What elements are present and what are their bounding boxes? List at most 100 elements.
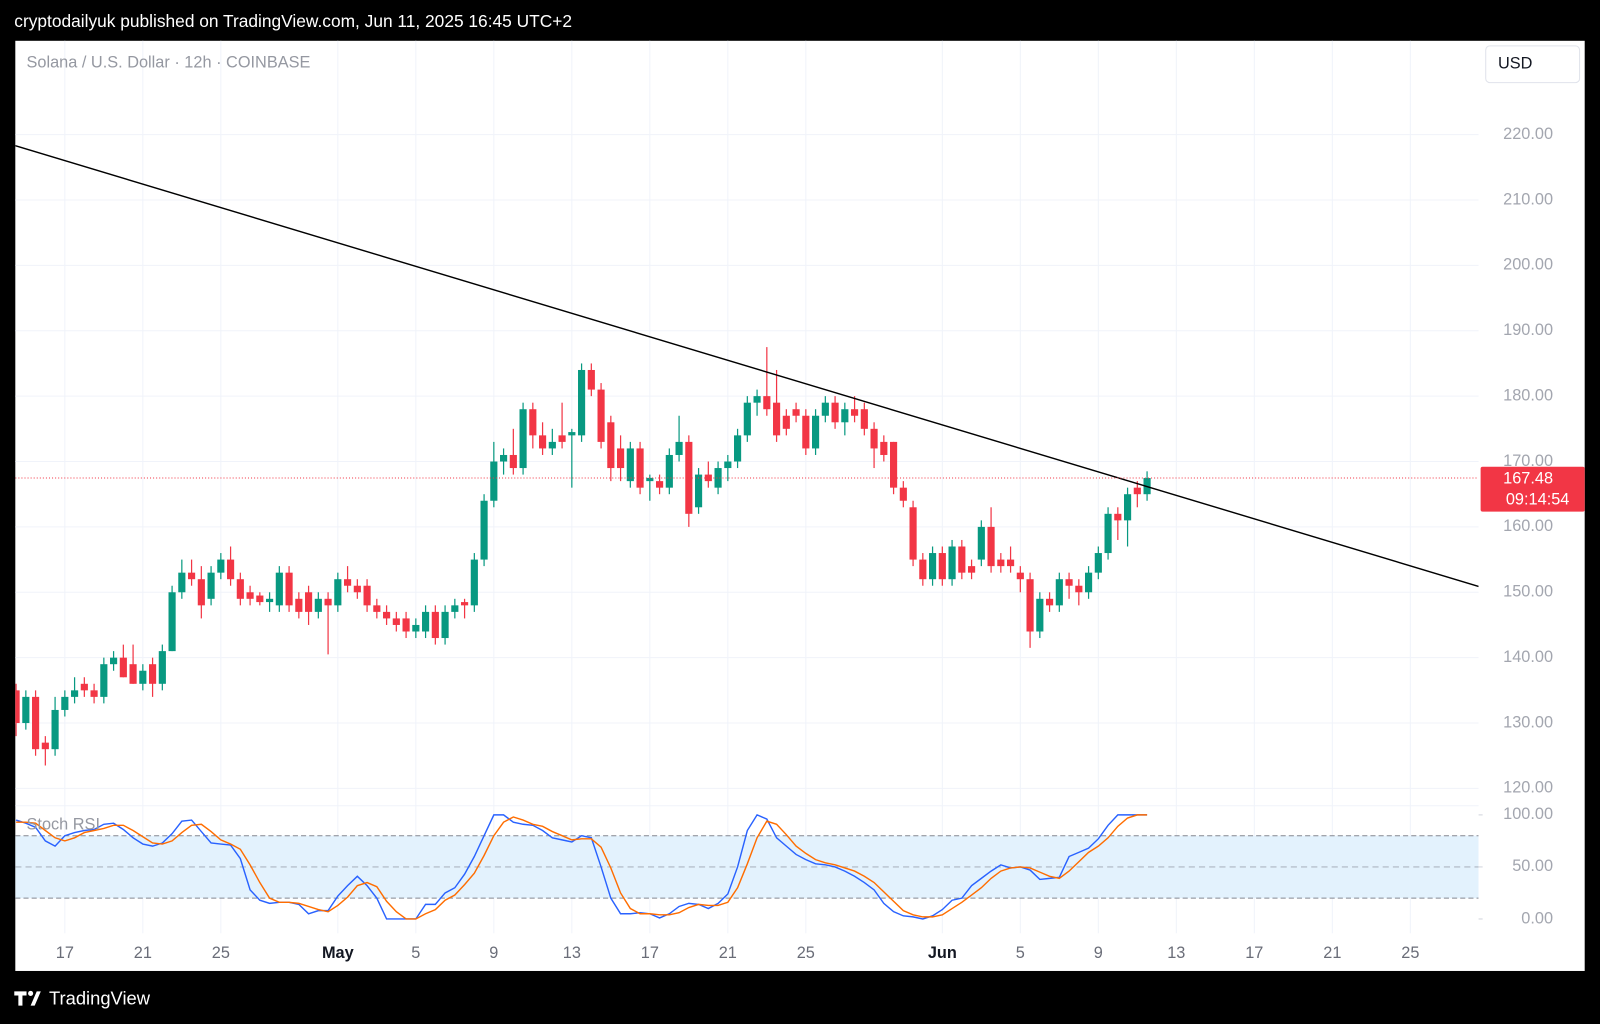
tradingview-logo	[14, 990, 41, 1006]
candle-body	[451, 605, 459, 612]
candle-body	[236, 579, 244, 599]
candle-body	[743, 402, 751, 436]
logo-icon	[14, 991, 41, 1006]
candle-body	[968, 566, 976, 573]
candle-body	[431, 611, 439, 639]
x-tick-label: 21	[134, 944, 152, 962]
y-tick-label: 210.00	[1503, 190, 1553, 208]
candle-body	[295, 598, 303, 612]
y-tick-label: 180.00	[1503, 386, 1553, 404]
candle-body	[860, 409, 868, 429]
countdown-label: 09:14:54	[1506, 491, 1570, 509]
candle-body	[548, 441, 556, 449]
footer-text: TradingView	[49, 987, 151, 1008]
candle-body	[32, 696, 40, 750]
x-tick-label: 17	[1245, 944, 1263, 962]
candle-body	[977, 526, 985, 560]
candle-body	[724, 461, 732, 469]
x-tick-label: 21	[719, 944, 737, 962]
stoch-line	[16, 814, 1148, 920]
candle-body	[773, 402, 781, 436]
candle-body	[246, 592, 254, 599]
x-tick-label: 17	[641, 944, 659, 962]
candle-body	[704, 474, 712, 482]
x-tick-label: 13	[1167, 944, 1185, 962]
candle-body	[1007, 559, 1015, 567]
candle-body	[646, 477, 654, 482]
candle-body	[1075, 585, 1083, 593]
candle-body	[636, 448, 644, 488]
candle-body	[841, 409, 849, 423]
candle-body	[1046, 598, 1054, 606]
x-tick-label: May	[322, 944, 354, 962]
candle-body	[1026, 579, 1034, 632]
currency-button[interactable]	[1485, 45, 1581, 84]
logo-dot	[28, 990, 34, 996]
candle-body	[217, 559, 225, 573]
candle-body	[1133, 487, 1141, 495]
candle-body	[880, 441, 888, 455]
candle-body	[373, 605, 381, 612]
candle-body	[948, 546, 956, 580]
x-tick-label: 25	[797, 944, 815, 962]
y2-tick-label: 100.00	[1503, 805, 1553, 823]
candle-body	[597, 389, 605, 442]
candle-body	[15, 690, 20, 724]
candle-body	[617, 448, 625, 469]
candle-body	[929, 553, 937, 580]
candle-body	[714, 468, 722, 488]
candle-body	[61, 696, 69, 710]
candle-body	[80, 683, 88, 691]
candle-body	[227, 559, 235, 580]
candle-body	[782, 415, 790, 429]
candle-body	[256, 595, 264, 603]
candle-body	[470, 559, 478, 606]
candle-body	[821, 402, 829, 416]
candle-body	[461, 602, 469, 606]
candle-body	[753, 396, 761, 403]
x-tick-label: 5	[411, 944, 420, 962]
y2-tick-label: 50.00	[1512, 857, 1553, 875]
candle-body	[168, 592, 176, 652]
candle-body	[110, 657, 118, 665]
candle-body	[305, 592, 313, 612]
candle-body	[412, 624, 420, 632]
candle-body	[1085, 572, 1093, 593]
candle-body	[178, 572, 186, 593]
candle-body	[353, 585, 361, 593]
last-price-box	[1480, 466, 1585, 512]
candle-body	[41, 742, 49, 750]
grid	[15, 40, 1479, 934]
x-tick-label: 25	[212, 944, 230, 962]
candle-body	[149, 664, 157, 684]
candle-body	[324, 598, 332, 606]
candle-body	[1055, 579, 1063, 606]
candle-body	[71, 690, 79, 697]
candle-body	[197, 579, 205, 606]
candle-body	[656, 481, 664, 488]
symbol-title: Solana / U.S. Dollar · 12h · COINBASE	[27, 54, 311, 72]
candle-body	[158, 651, 166, 684]
candle-body	[675, 441, 683, 455]
candle-body	[529, 409, 537, 436]
candle-body	[500, 454, 508, 462]
candle-body	[22, 696, 30, 724]
candle-body	[392, 618, 400, 625]
candle-body	[207, 572, 215, 599]
candle-body	[1065, 579, 1073, 586]
candle-body	[383, 611, 391, 619]
candle-body	[344, 579, 352, 586]
candle-body	[51, 709, 59, 750]
currency-label[interactable]: USD	[1498, 55, 1532, 73]
candle-body	[490, 461, 498, 501]
y-tick-label: 150.00	[1503, 583, 1553, 601]
candle-body	[568, 432, 576, 436]
candle-body	[539, 435, 547, 449]
candle-body	[1124, 494, 1132, 521]
candle-body	[812, 415, 820, 449]
y2-tick-label: 0.00	[1521, 909, 1553, 927]
candle-body	[626, 448, 634, 482]
candle-body	[1016, 572, 1024, 580]
candle-body	[851, 409, 859, 416]
